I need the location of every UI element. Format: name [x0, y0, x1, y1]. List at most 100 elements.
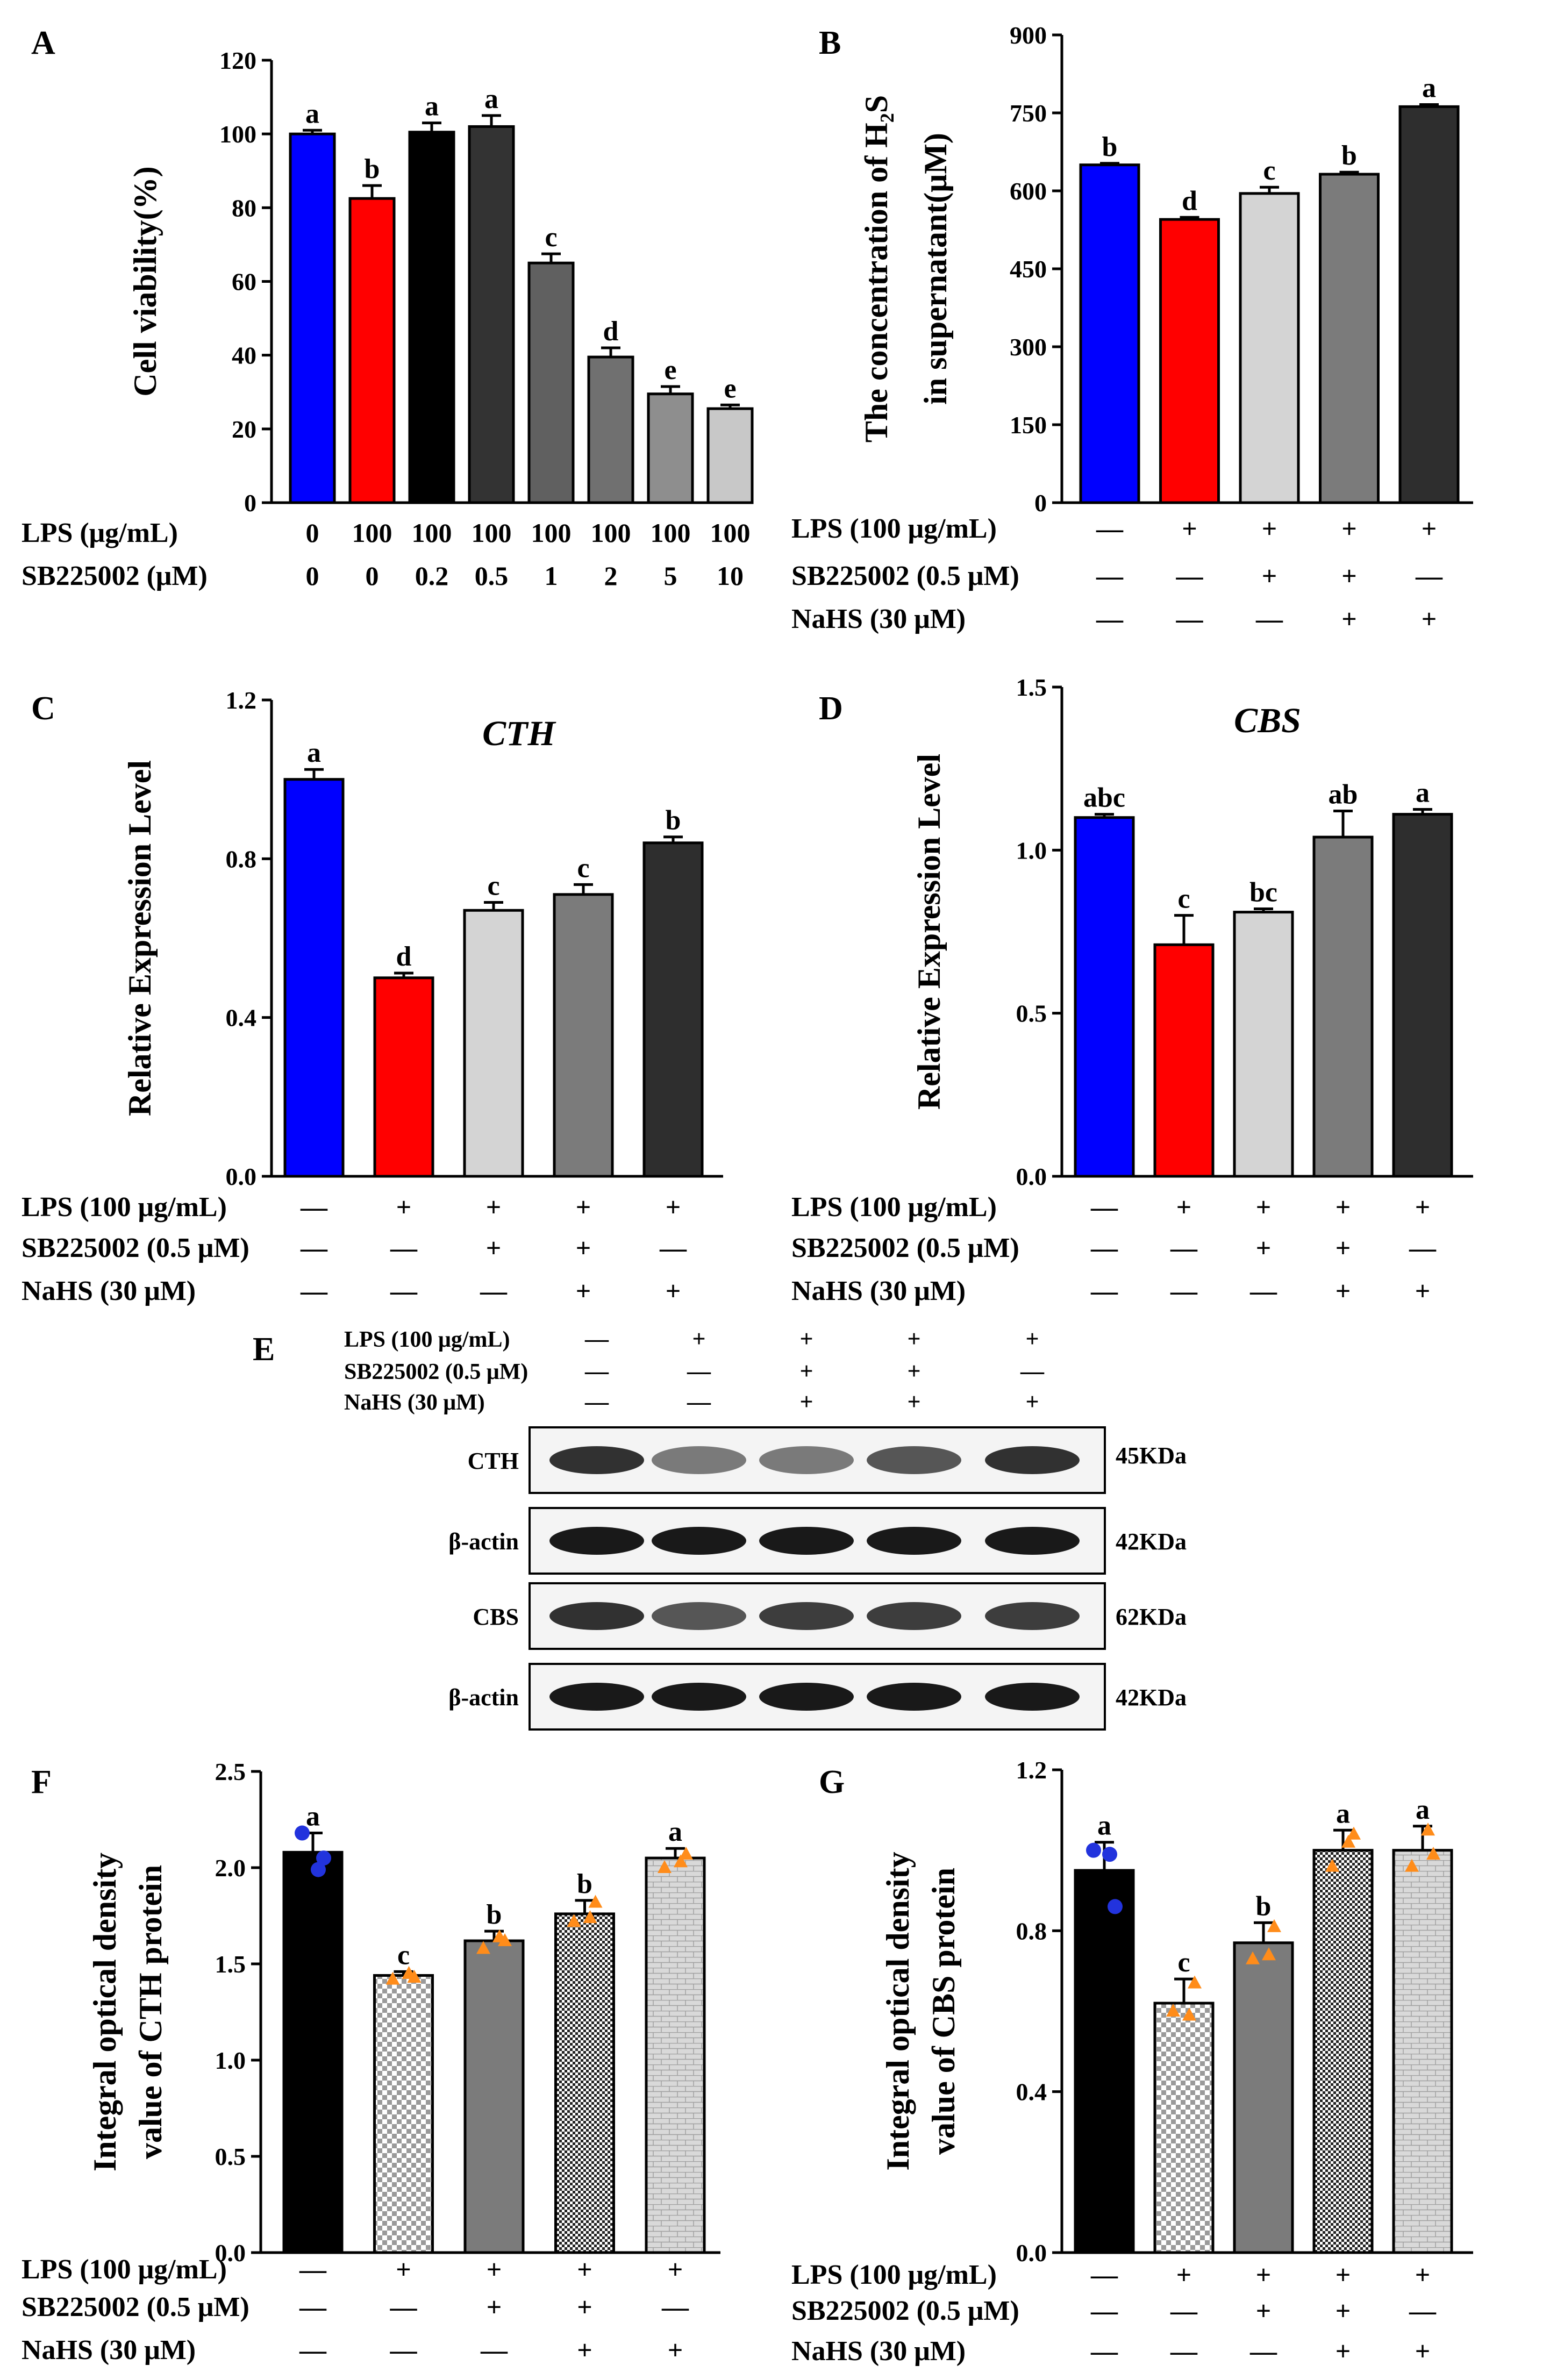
condition-value: + — [1341, 513, 1357, 544]
bar-4 — [1312, 835, 1374, 1178]
condition-label: SB225002 (0.5 μM) — [22, 2292, 249, 2322]
y-tick-label: 0.4 — [1016, 2078, 1047, 2106]
data-point — [679, 1846, 693, 1860]
condition-value: — — [1249, 2336, 1277, 2366]
data-point — [311, 1862, 326, 1877]
blot-row-label: β-actin — [448, 1528, 519, 1555]
y-tick-label: 100 — [219, 120, 256, 148]
y-tick-label: 2.5 — [215, 1758, 246, 1785]
data-point — [1347, 1826, 1361, 1840]
blot-condition-label: NaHS (30 μM) — [344, 1390, 485, 1415]
y-tick-label: 0.0 — [215, 2239, 246, 2267]
significance-letter: c — [487, 871, 499, 902]
chart-panel-D: 0.0 0.5 1.0 1.5 Relative Expression Level CBS… — [791, 674, 1473, 1306]
blot-band — [759, 1683, 854, 1711]
condition-value: — — [299, 2254, 327, 2284]
condition-value: — — [1096, 604, 1124, 634]
condition-label: LPS (100 μg/mL) — [22, 2254, 227, 2285]
condition-value: — — [1249, 1276, 1277, 1306]
y-tick-label: 1.0 — [1016, 837, 1047, 864]
data-point — [407, 1970, 422, 1983]
bar-4 — [1319, 173, 1380, 504]
blot-band — [985, 1527, 1080, 1555]
blot-condition-value: — — [687, 1389, 711, 1415]
condition-value: — — [390, 1233, 418, 1263]
condition-value: + — [487, 2292, 502, 2322]
y-tick-label: 0.5 — [215, 2143, 246, 2170]
condition-value: — — [1090, 2336, 1118, 2366]
bar-2 — [1159, 218, 1220, 504]
blot-row-label: CBS — [473, 1604, 519, 1630]
blot-band — [549, 1527, 644, 1555]
blot-band — [549, 1602, 644, 1630]
condition-value: — — [390, 2335, 418, 2365]
y-axis-label-2: value of CTH protein — [133, 1865, 168, 2159]
condition-value: + — [1182, 513, 1197, 544]
y-tick-label: 0.0 — [1016, 1163, 1047, 1190]
condition-value: — — [1096, 561, 1124, 591]
condition-label: NaHS (30 μM) — [22, 1276, 196, 1306]
y-tick-label: 0.0 — [1016, 2239, 1047, 2267]
y-axis-label: Integral optical density — [880, 1852, 916, 2170]
y-tick-label: 0.8 — [1016, 1917, 1047, 1945]
significance-letter: c — [1263, 155, 1275, 186]
bar-3 — [1233, 911, 1294, 1178]
condition-value: — — [299, 2335, 327, 2365]
bar-1 — [1074, 816, 1135, 1178]
significance-letter: b — [1341, 140, 1357, 171]
condition-value: 100 — [591, 518, 631, 548]
condition-value: — — [1170, 2336, 1198, 2366]
bar-5 — [642, 841, 704, 1178]
data-point — [567, 1914, 581, 1927]
bar-1 — [1079, 163, 1140, 504]
data-point — [295, 1825, 310, 1841]
condition-value: 100 — [352, 518, 392, 548]
condition-value: + — [1176, 1192, 1192, 1222]
condition-label: LPS (100 μg/mL) — [791, 513, 997, 544]
significance-letter: ab — [1329, 780, 1358, 810]
blot-band — [867, 1602, 961, 1630]
bar-2 — [1153, 943, 1215, 1178]
panel-label-B: B — [819, 25, 841, 61]
condition-value: — — [1255, 604, 1283, 634]
condition-label: NaHS (30 μM) — [22, 2335, 196, 2365]
significance-letter: b — [577, 1869, 592, 1899]
bar-1 — [283, 778, 345, 1178]
condition-value: + — [1256, 2296, 1272, 2326]
bar-4 — [554, 1912, 615, 2254]
y-axis-label: Cell viability(%) — [127, 166, 163, 396]
y-tick-label: 900 — [1010, 22, 1047, 49]
condition-value: 100 — [710, 518, 751, 548]
significance-letter: c — [577, 853, 589, 883]
blot-condition-value: + — [907, 1389, 920, 1415]
condition-value: + — [1341, 604, 1357, 634]
condition-value: + — [577, 2292, 592, 2322]
condition-value: + — [486, 1233, 502, 1263]
condition-value: — — [661, 2292, 689, 2322]
condition-value: + — [1415, 1192, 1431, 1222]
blot-band — [549, 1683, 644, 1711]
condition-value: + — [396, 2254, 411, 2284]
y-tick-label: 120 — [219, 47, 256, 74]
blot-band — [652, 1446, 746, 1474]
significance-letter: c — [1177, 884, 1190, 914]
condition-label: NaHS (30 μM) — [791, 2336, 966, 2367]
y-axis-label: Relative Expression Level — [911, 754, 947, 1110]
blot-condition-value: — — [687, 1358, 711, 1384]
blot-condition-value: + — [1025, 1389, 1039, 1415]
bar-3 — [463, 1939, 525, 2254]
blot-condition-value: + — [692, 1326, 705, 1352]
data-point — [588, 1895, 603, 1908]
data-point — [1426, 1847, 1440, 1860]
blot-condition-label: SB225002 (0.5 μM) — [344, 1360, 528, 1384]
significance-letter: b — [1256, 1891, 1272, 1921]
significance-letter: a — [1416, 1795, 1430, 1825]
bar-2 — [1153, 2002, 1215, 2254]
condition-value: + — [396, 1192, 412, 1222]
y-tick-label: 2.0 — [215, 1854, 246, 1882]
significance-letter: e — [724, 373, 736, 404]
condition-value: + — [666, 1276, 681, 1306]
blot-size-label: 62KDa — [1116, 1604, 1187, 1630]
y-tick-label: 1.0 — [215, 2047, 246, 2074]
y-tick-label: 0.8 — [226, 845, 257, 873]
